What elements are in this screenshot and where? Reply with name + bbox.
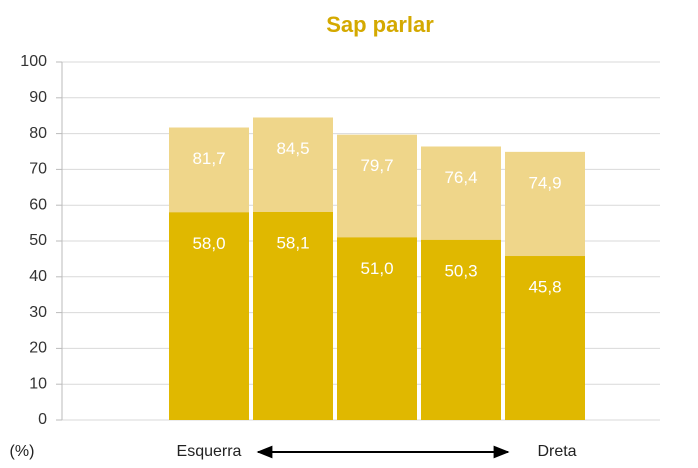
chart-title: Sap parlar bbox=[326, 12, 434, 37]
bar bbox=[169, 212, 249, 420]
y-tick-label: 60 bbox=[29, 196, 47, 213]
y-tick-label: 40 bbox=[29, 268, 47, 285]
value-label: 81,7 bbox=[192, 149, 225, 168]
value-label: 58,1 bbox=[276, 233, 309, 252]
value-label: 58,0 bbox=[192, 234, 225, 253]
bar bbox=[505, 256, 585, 420]
y-tick-label: 70 bbox=[29, 161, 47, 178]
bar bbox=[253, 212, 333, 420]
value-label: 45,8 bbox=[528, 278, 561, 297]
value-label: 50,3 bbox=[444, 261, 477, 280]
x-left-label: Esquerra bbox=[177, 443, 242, 460]
y-tick-label: 20 bbox=[29, 340, 47, 357]
x-right-label: Dreta bbox=[537, 443, 576, 460]
value-label: 51,0 bbox=[360, 259, 393, 278]
y-tick-label: 50 bbox=[29, 232, 47, 249]
value-label: 79,7 bbox=[360, 156, 393, 175]
y-tick-label: 90 bbox=[29, 89, 47, 106]
y-tick-label: 80 bbox=[29, 125, 47, 142]
y-tick-label: 10 bbox=[29, 375, 47, 392]
value-label: 84,5 bbox=[276, 139, 309, 158]
y-tick-label: 100 bbox=[20, 53, 47, 70]
y-unit: (%) bbox=[10, 443, 35, 460]
value-label: 74,9 bbox=[528, 173, 561, 192]
value-label: 76,4 bbox=[444, 168, 477, 187]
y-tick-label: 0 bbox=[38, 411, 47, 428]
y-tick-label: 30 bbox=[29, 304, 47, 321]
bar bbox=[421, 239, 501, 420]
bar bbox=[337, 237, 417, 420]
